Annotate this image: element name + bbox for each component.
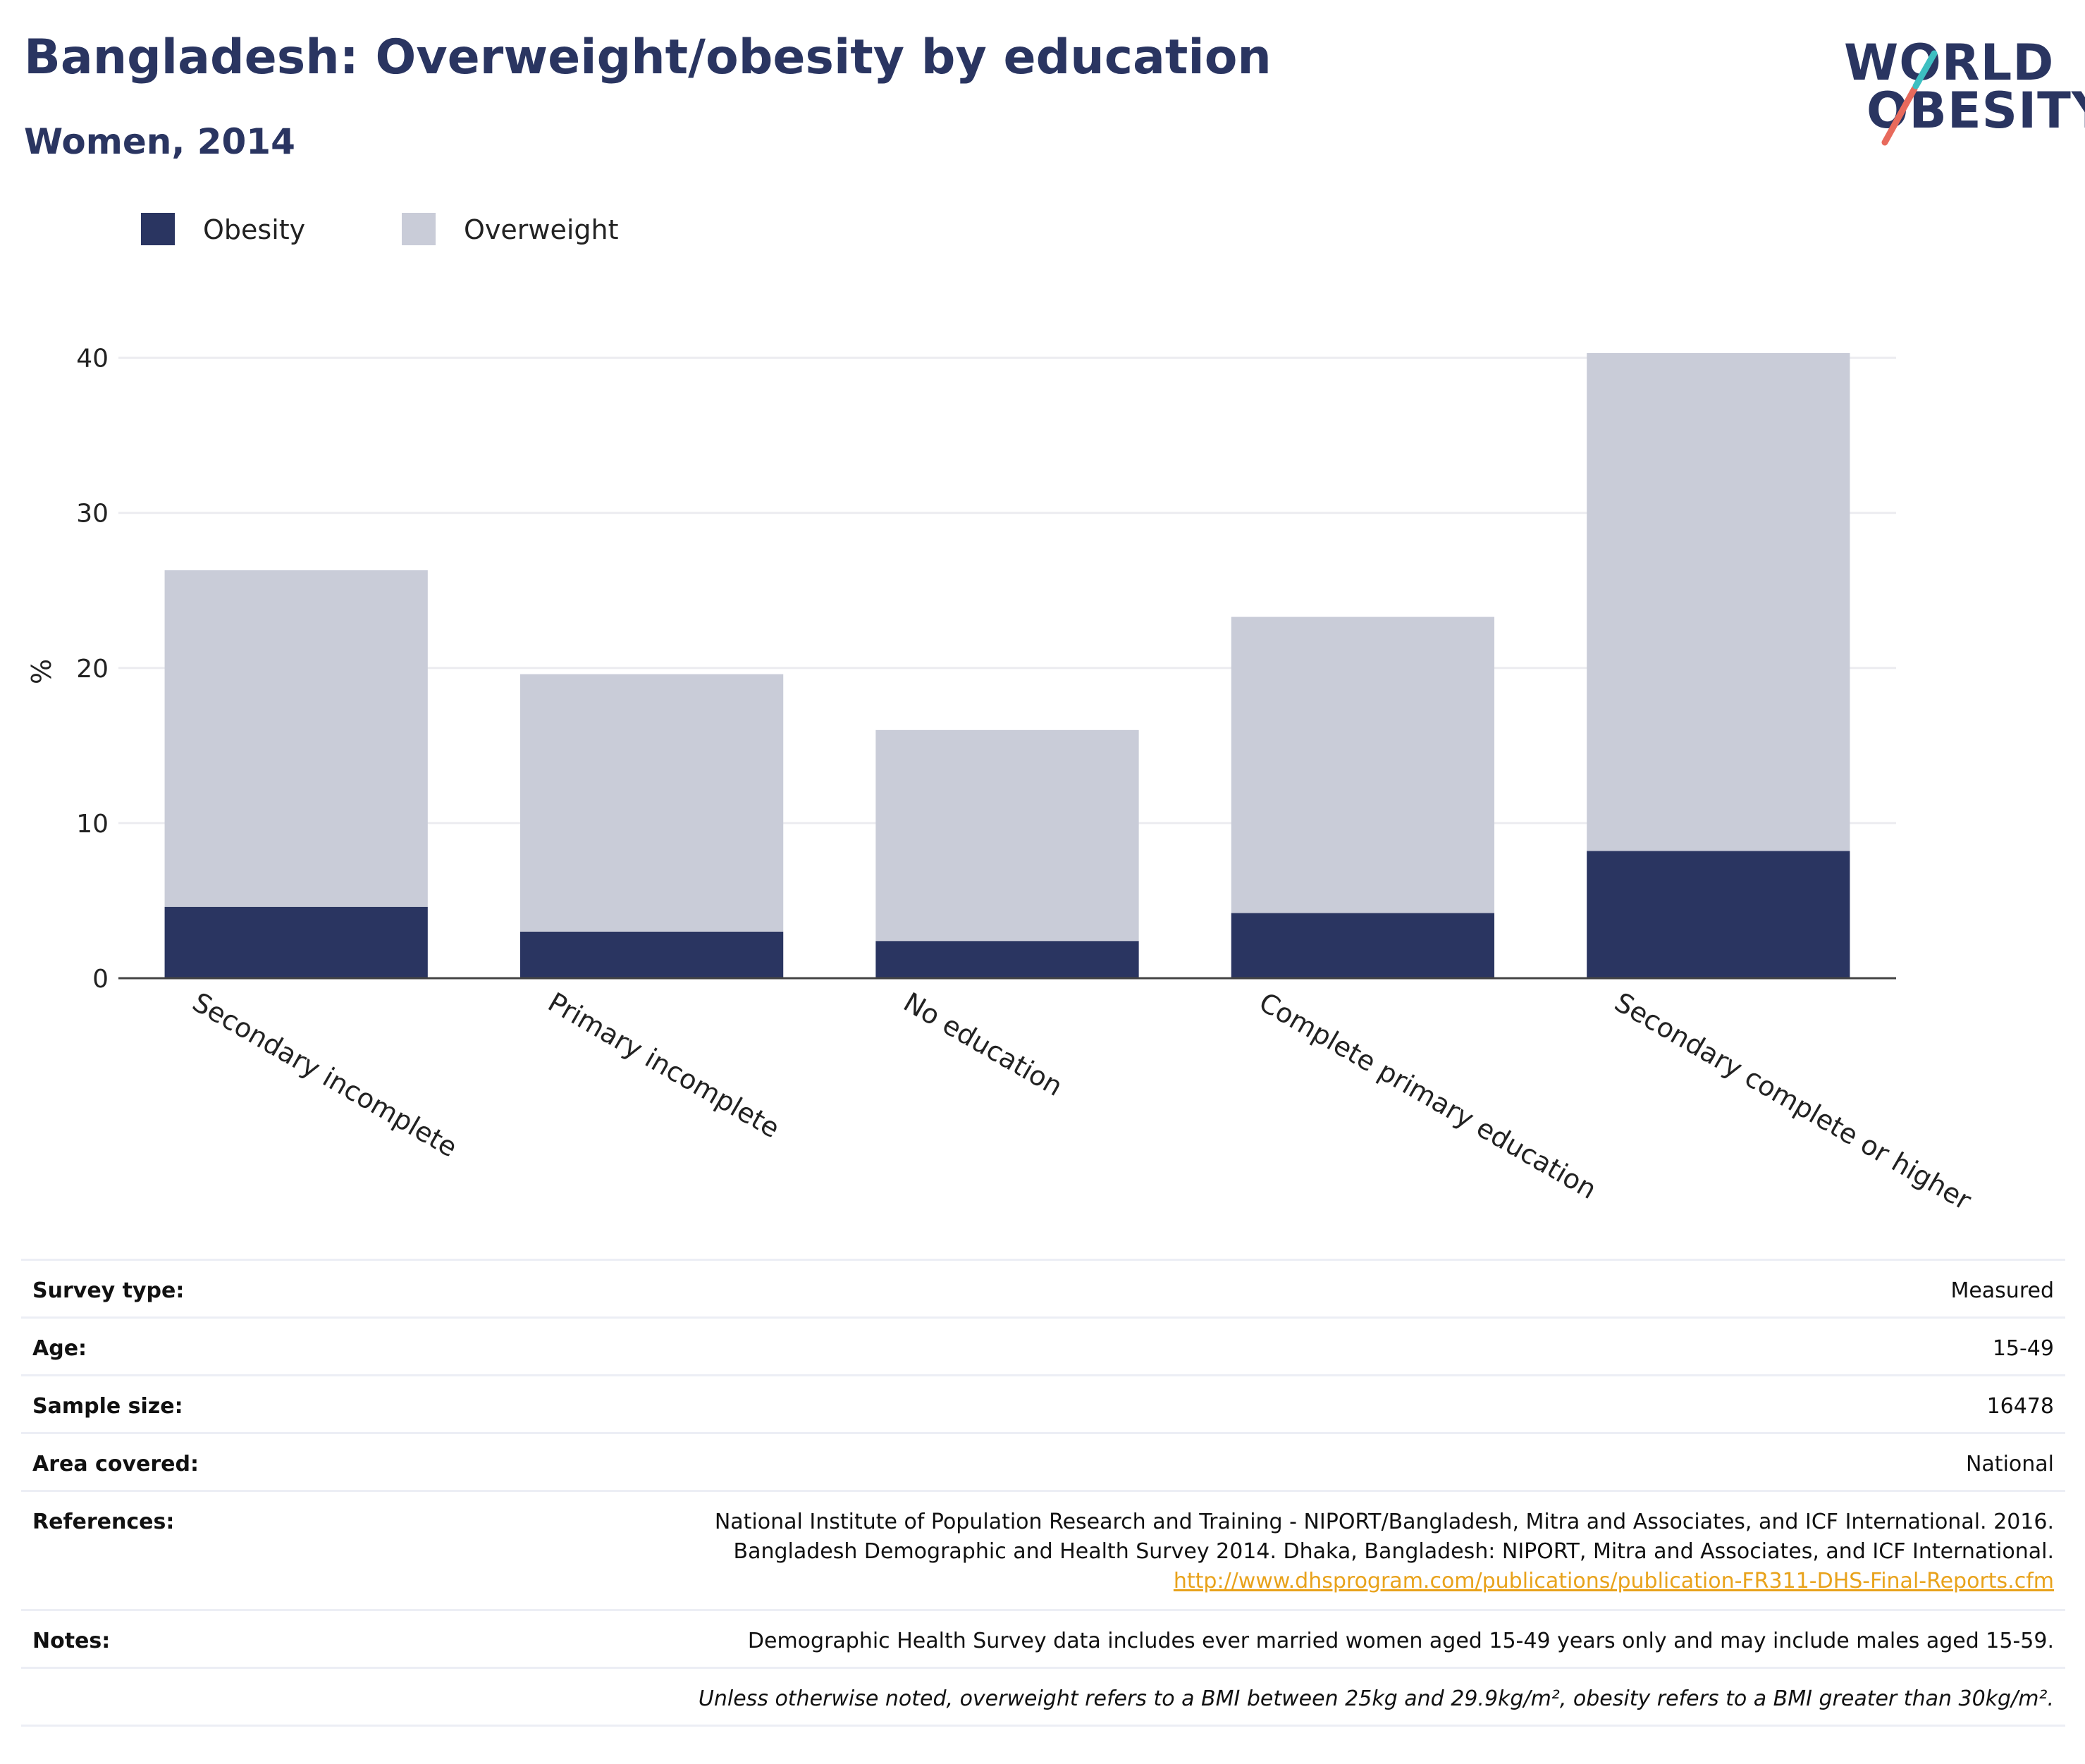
x-tick-label-4: Complete primary education — [1254, 987, 1602, 1205]
sample-size-label: Sample size: — [21, 1374, 467, 1433]
legend-swatch-obesity[interactable] — [141, 213, 175, 245]
bmi-footnote: Unless otherwise noted, overweight refer… — [467, 1667, 2065, 1727]
stacked-bar-chart: Obesity Overweight 0 10 20 30 40% Secondary i… — [26, 213, 1976, 1216]
row-age: Age: 15-49 — [21, 1316, 2065, 1376]
y-axis: 0 10 20 30 40% — [26, 345, 109, 994]
bar-overweight-5[interactable] — [1587, 353, 1850, 851]
row-area-covered: Area covered: National — [21, 1432, 2065, 1491]
references-value: National Institute of Population Researc… — [467, 1490, 2065, 1610]
y-tick-label-10: 10 — [76, 810, 109, 839]
area-covered-label: Area covered: — [21, 1432, 467, 1491]
x-tick-label-1: Secondary incomplete — [187, 987, 462, 1164]
bar-overweight-2[interactable] — [519, 674, 784, 932]
y-tick-label-20: 20 — [76, 655, 109, 684]
page-subtitle: Women, 2014 — [24, 121, 295, 162]
x-tick-label-3: No education — [899, 987, 1069, 1102]
bar-overweight-3[interactable] — [875, 729, 1139, 942]
bar-overweight-4[interactable] — [1231, 617, 1495, 913]
bar-obesity-3[interactable] — [875, 941, 1139, 978]
sample-size-value: 16478 — [467, 1374, 2065, 1433]
age-label: Age: — [21, 1316, 467, 1376]
survey-type-value: Measured — [467, 1259, 2065, 1318]
page-title: Bangladesh: Overweight/obesity by educat… — [24, 30, 1272, 85]
notes-value: Demographic Health Survey data includes … — [467, 1609, 2065, 1668]
legend-label-obesity[interactable]: Obesity — [203, 214, 305, 245]
age-value: 15-49 — [467, 1316, 2065, 1376]
area-covered-value: National — [467, 1432, 2065, 1491]
y-tick-label-40: 40 — [76, 345, 109, 374]
row-survey-type: Survey type: Measured — [21, 1259, 2065, 1318]
footnote-label — [21, 1667, 467, 1727]
y-tick-label-30: 30 — [76, 500, 109, 529]
y-tick-label-0: 0 — [92, 965, 109, 994]
legend-swatch-overweight[interactable] — [402, 213, 436, 245]
row-notes: Notes: Demographic Health Survey data in… — [21, 1609, 2065, 1668]
reference-line-2: Bangladesh Demographic and Health Survey… — [733, 1539, 2054, 1564]
world-obesity-logo[interactable]: WORLD OBESITY — [1840, 21, 2085, 148]
x-axis: Secondary incomplete Primary incomplete No… — [118, 977, 1976, 1216]
bar-overweight-1[interactable] — [164, 570, 428, 907]
row-footnote: Unless otherwise noted, overweight refer… — [21, 1667, 2065, 1727]
row-references: References: National Institute of Popula… — [21, 1490, 2065, 1610]
survey-details-table: Survey type: Measured Age: 15-49 Sample … — [21, 1259, 2065, 1727]
logo-slash-coral — [1881, 85, 1918, 146]
x-tick-label-5: Secondary complete or higher — [1609, 987, 1976, 1216]
x-tick-label-2: Primary incomplete — [543, 987, 785, 1145]
survey-type-label: Survey type: — [21, 1259, 467, 1318]
legend-label-overweight[interactable]: Overweight — [464, 214, 619, 245]
row-sample-size: Sample size: 16478 — [21, 1374, 2065, 1433]
bar-obesity-4[interactable] — [1231, 913, 1495, 978]
bar-obesity-5[interactable] — [1587, 851, 1850, 978]
reference-line-1: National Institute of Population Researc… — [714, 1510, 2054, 1534]
chart-bars — [164, 353, 1850, 978]
logo-word-world: WORLD — [1844, 34, 2055, 92]
references-label: References: — [21, 1490, 467, 1610]
logo-slash-teal — [1912, 50, 1938, 90]
bar-obesity-1[interactable] — [164, 906, 428, 978]
reference-link[interactable]: http://www.dhsprogram.com/publications/p… — [1173, 1569, 2054, 1593]
chart-legend: Obesity Overweight — [141, 213, 619, 245]
logo-slash-icon — [1881, 50, 1938, 146]
y-axis-title: % — [26, 659, 57, 684]
bar-obesity-2[interactable] — [519, 931, 784, 978]
notes-label: Notes: — [21, 1609, 467, 1668]
